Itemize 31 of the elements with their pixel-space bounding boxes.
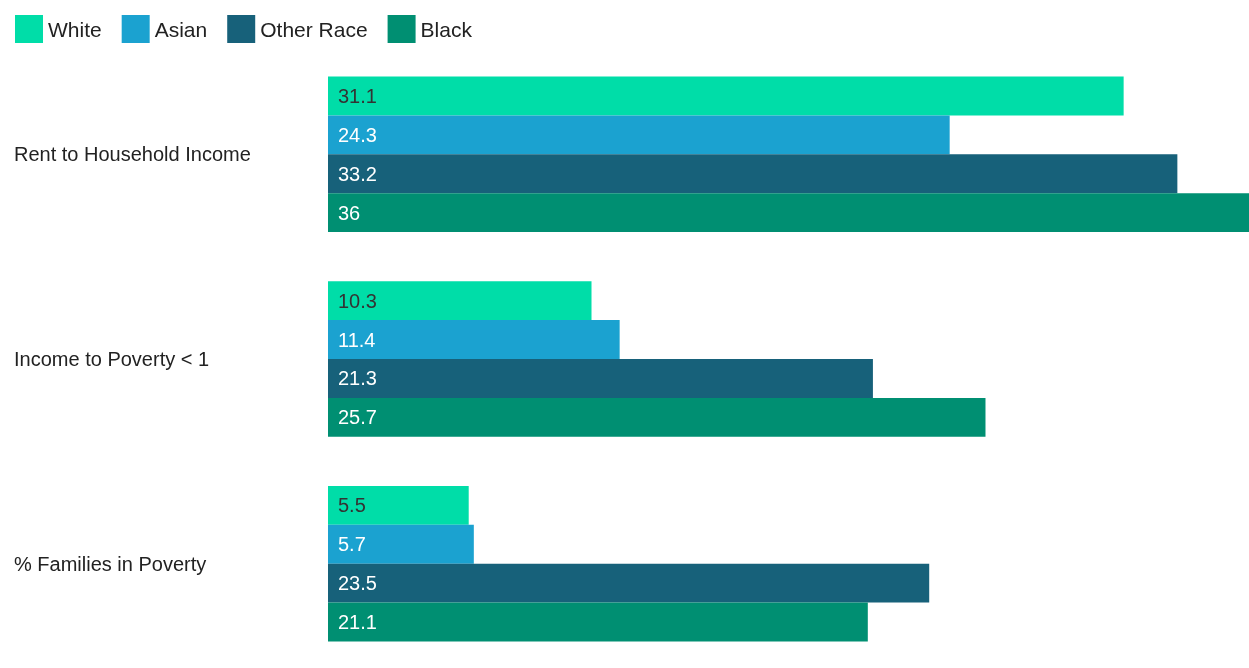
bar: [328, 115, 950, 155]
bar: [328, 320, 620, 359]
data-label: 36: [338, 201, 361, 224]
y-tick-label: % Families in Poverty: [14, 552, 207, 575]
data-label: 24.3: [338, 123, 377, 146]
bar: [328, 602, 868, 642]
bar: [328, 76, 1124, 116]
legend-label: Asian: [154, 17, 208, 41]
bar: [328, 524, 474, 564]
bar: [328, 485, 469, 525]
y-tick-label: Rent to Household Income: [14, 143, 251, 166]
data-label: 10.3: [338, 289, 377, 312]
data-label: 33.2: [338, 162, 377, 185]
data-label: 11.4: [338, 328, 376, 351]
data-label: 25.7: [338, 406, 377, 429]
data-label: 21.1: [338, 611, 377, 633]
legend-label: Other Race: [260, 17, 368, 41]
legend-label: White: [48, 17, 102, 41]
bar: [328, 359, 873, 398]
y-tick-label: Income to Poverty < 1: [14, 348, 210, 370]
bar: [328, 193, 1249, 233]
bar: [328, 563, 930, 603]
bar: [328, 281, 592, 321]
bar: [328, 154, 1178, 194]
data-label: 21.3: [338, 367, 377, 390]
data-label: 5.5: [338, 494, 366, 517]
data-label: 5.7: [338, 533, 366, 556]
data-label: 23.5: [338, 572, 377, 595]
bar: [328, 397, 986, 437]
legend-label: Black: [420, 17, 473, 41]
data-label: 31.1: [338, 85, 377, 107]
